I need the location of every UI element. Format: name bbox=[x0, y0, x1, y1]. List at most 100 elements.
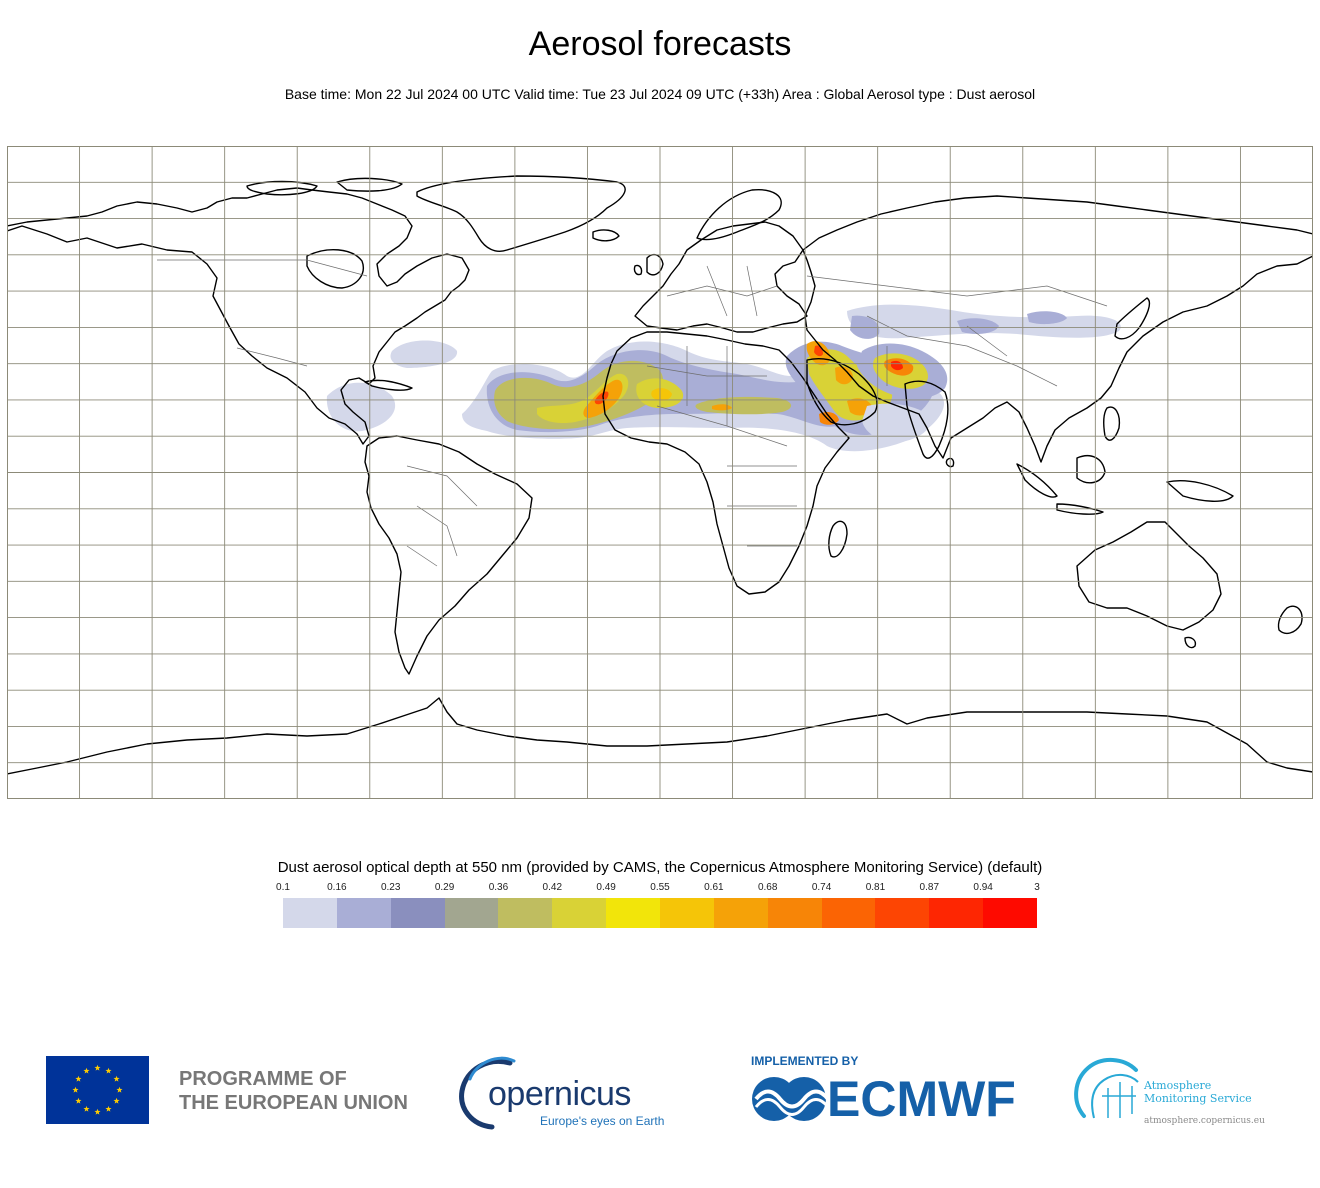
eu-star bbox=[75, 1075, 82, 1082]
eu-star bbox=[75, 1097, 82, 1104]
eu-programme-text: PROGRAMME OF THE EUROPEAN UNION bbox=[179, 1067, 439, 1115]
legend-swatch bbox=[929, 898, 984, 928]
legend-swatch bbox=[767, 898, 822, 928]
dust-plume-sahel-peak bbox=[594, 391, 609, 405]
dust-plume-caribbean bbox=[326, 382, 396, 432]
coastline-hudson-bay bbox=[306, 249, 364, 289]
dust-plume-pakistan-peak bbox=[891, 360, 903, 371]
legend-tick-label: 3 bbox=[1034, 882, 1040, 893]
border-south-america bbox=[406, 465, 478, 567]
cams-text-line2: Monitoring Service bbox=[1144, 1092, 1252, 1105]
dust-plume-gobi bbox=[1027, 311, 1067, 325]
cams-url[interactable]: atmosphere.copernicus.eu bbox=[1144, 1116, 1265, 1126]
coastline-japan bbox=[1114, 297, 1151, 340]
legend-swatch bbox=[336, 898, 391, 928]
legend-swatch bbox=[606, 898, 661, 928]
coastline-java bbox=[1056, 503, 1104, 515]
eu-star bbox=[105, 1067, 112, 1074]
coastline-philippines bbox=[1102, 406, 1121, 441]
legend-tick-label: 0.23 bbox=[380, 882, 401, 893]
legend-tick-label: 0.49 bbox=[596, 882, 616, 893]
coastline-arabia bbox=[806, 358, 878, 426]
legend-swatch bbox=[498, 898, 553, 928]
graticule bbox=[7, 146, 1313, 799]
eu-star bbox=[113, 1097, 120, 1104]
coastline-india bbox=[904, 380, 949, 459]
legend-tick-label: 0.42 bbox=[542, 882, 563, 893]
legend-tick-label: 0.87 bbox=[919, 882, 940, 893]
legend-tick-label: 0.94 bbox=[973, 882, 993, 893]
eu-text-line2: THE EUROPEAN UNION bbox=[179, 1092, 408, 1114]
border-asia bbox=[806, 275, 1108, 387]
cams-globe-icon bbox=[1074, 1058, 1139, 1119]
copernicus-c-icon bbox=[459, 1056, 516, 1130]
legend-swatch bbox=[283, 898, 337, 928]
legend-tick-label: 0.74 bbox=[811, 882, 832, 893]
coastline-europe bbox=[634, 221, 808, 333]
coastline-arctic-islands bbox=[246, 177, 403, 196]
ecmwf-wave-icon bbox=[752, 1077, 830, 1121]
legend-tick-label: 0.36 bbox=[488, 882, 509, 893]
coastline-tasmania bbox=[1184, 636, 1197, 649]
coastline-iceland bbox=[592, 229, 620, 242]
eu-star bbox=[83, 1067, 90, 1074]
dust-plume-florida bbox=[390, 340, 458, 368]
legend-tick-label: 0.29 bbox=[434, 882, 455, 893]
legend-tick-label: 0.61 bbox=[704, 882, 724, 893]
coastline-asia bbox=[802, 195, 1313, 463]
eu-star bbox=[83, 1105, 90, 1112]
legend-tick-label: 0.81 bbox=[865, 882, 886, 893]
legend-swatch bbox=[713, 898, 768, 928]
legend-tick-label: 0.1 bbox=[276, 882, 290, 893]
copernicus-wordmark: opernicus bbox=[488, 1075, 631, 1113]
border-usa-canada bbox=[157, 259, 368, 277]
dust-plume-arabian-sea bbox=[862, 403, 931, 443]
coastline-madagascar bbox=[828, 520, 848, 558]
page-title: Aerosol forecasts bbox=[528, 25, 792, 63]
coastlines bbox=[7, 175, 1313, 775]
legend-title: Dust aerosol optical depth at 550 nm (pr… bbox=[277, 859, 1043, 876]
dust-layer bbox=[326, 304, 1121, 452]
legend-swatch bbox=[983, 898, 1038, 928]
eu-star bbox=[113, 1075, 120, 1082]
copernicus-tagline: Europe's eyes on Earth bbox=[540, 1114, 665, 1128]
eu-star bbox=[72, 1086, 79, 1093]
dust-plume-sahara-core bbox=[651, 388, 672, 401]
ecmwf-wordmark: ECMWF bbox=[827, 1071, 1016, 1127]
eu-flag-logo bbox=[46, 1056, 149, 1124]
legend-tick-labels: 0.1 0.16 0.23 0.29 0.36 0.42 0.49 0.55 0.61 0.68 0… bbox=[276, 881, 1040, 895]
eu-star bbox=[94, 1108, 101, 1115]
cams-text-line1: Atmosphere bbox=[1144, 1079, 1212, 1092]
legend-swatch bbox=[444, 898, 499, 928]
world-map bbox=[7, 146, 1313, 799]
eu-text-line1: PROGRAMME OF bbox=[179, 1068, 347, 1090]
border-africa bbox=[646, 346, 797, 547]
dust-plume-arabia-mid bbox=[807, 349, 893, 421]
legend-swatch bbox=[552, 898, 607, 928]
eu-star bbox=[94, 1064, 101, 1071]
legend-swatch bbox=[875, 898, 930, 928]
copernicus-logo: opernicus Europe's eyes on Earth bbox=[458, 1055, 668, 1130]
forecast-metadata: Base time: Mon 22 Jul 2024 00 UTC Valid … bbox=[284, 86, 1036, 102]
coastline-new-zealand bbox=[1277, 605, 1303, 635]
dust-plume-gulf bbox=[835, 366, 853, 385]
legend-swatch bbox=[660, 898, 714, 928]
coastline-new-guinea bbox=[1166, 480, 1234, 502]
coastline-north-america bbox=[7, 187, 470, 445]
legend-swatch bbox=[821, 898, 876, 928]
implemented-by-label: IMPLEMENTED BY bbox=[751, 1054, 859, 1068]
eu-star bbox=[105, 1105, 112, 1112]
coastline-scandinavia bbox=[696, 189, 782, 241]
legend-tick-label: 0.68 bbox=[757, 882, 778, 893]
map-frame bbox=[7, 146, 1313, 799]
coastline-cuba bbox=[364, 379, 413, 391]
legend-swatch bbox=[390, 898, 445, 928]
coastline-south-america bbox=[364, 435, 533, 675]
legend-tick-label: 0.16 bbox=[327, 882, 347, 893]
coastline-australia bbox=[1076, 521, 1222, 631]
coastline-borneo bbox=[1076, 454, 1106, 484]
dust-plume-taklamakan bbox=[957, 318, 999, 334]
eu-star bbox=[116, 1086, 123, 1093]
country-borders bbox=[157, 259, 1108, 567]
legend-tick-label: 0.55 bbox=[650, 882, 670, 893]
